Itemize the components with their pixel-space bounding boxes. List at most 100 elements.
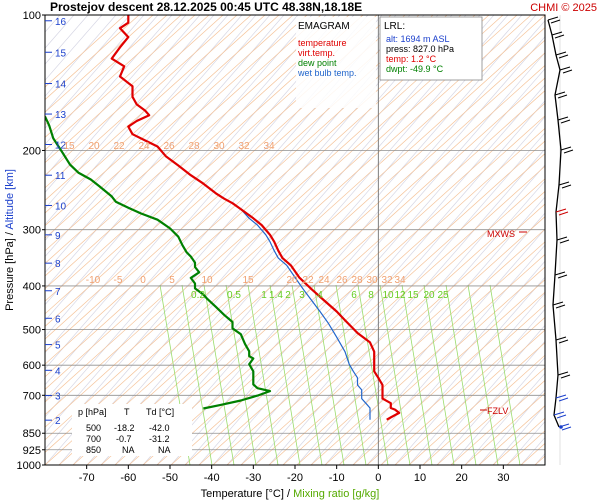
isoline-dry-adiabat xyxy=(577,0,600,465)
altitude-tick-label: 4 xyxy=(55,366,61,377)
mixing-ratio-label: 1.4 xyxy=(269,290,283,301)
isoline-saturation xyxy=(45,15,490,416)
mixing-ratio-label: 10 xyxy=(382,290,394,301)
y-tick-label: 850 xyxy=(23,428,41,440)
isoline-label-mid: 0 xyxy=(140,275,146,286)
isoline-saturation xyxy=(45,15,238,189)
wind-barb xyxy=(558,54,569,59)
mixing-ratio-label: 6 xyxy=(351,290,357,301)
isoline-mixing-ratio xyxy=(423,284,455,465)
mixing-ratio-label: 0.2 xyxy=(191,290,205,301)
wind-barb xyxy=(561,184,572,189)
x-axis-label: Temperature [°C] / Mixing ratio [g/kg] xyxy=(201,488,380,500)
isoline-saturation xyxy=(45,15,476,403)
level-table-cell: -18.2 xyxy=(114,423,135,433)
altitude-tick-label: 5 xyxy=(55,341,61,352)
altitude-tick-label: 8 xyxy=(55,259,61,270)
isoline-saturation xyxy=(198,153,545,465)
y-label-altitude: Altitude [km] xyxy=(4,169,16,230)
isoline-mixing-ratio xyxy=(225,284,257,465)
level-table-header-td: Td [°C] xyxy=(146,407,174,417)
chart-title: Prostejov descent 28.12.2025 00:45 UTC 4… xyxy=(50,0,362,14)
isoline-label-mid: 30 xyxy=(366,275,378,286)
isoline-mixing-ratio xyxy=(467,284,499,465)
isoline-saturation xyxy=(45,15,280,227)
wind-barb xyxy=(560,146,572,151)
mixing-ratio-label: 4 xyxy=(317,290,323,301)
isoline-saturation xyxy=(268,216,545,465)
mixing-ratio-label: 12 xyxy=(394,290,406,301)
x-tick-label: -20 xyxy=(287,472,303,484)
wind-barb xyxy=(556,236,568,241)
wind-barb xyxy=(554,271,566,276)
altitude-tick-label: 16 xyxy=(55,17,67,28)
wind-barb xyxy=(555,304,566,309)
isoline-saturation xyxy=(45,15,545,465)
isoline-saturation xyxy=(591,15,600,465)
x-tick-label: 30 xyxy=(497,472,509,484)
isoline-saturation xyxy=(86,52,545,465)
isoline-label-mid: 34 xyxy=(394,275,406,286)
isoline-labels: 15 20 22 24 26 28 30 32 34-10 -5 0 5 10 15 20 22 24 26 28 3… xyxy=(63,141,449,301)
isoline-label-upper: 34 xyxy=(263,141,275,152)
isoline-saturation xyxy=(338,279,545,465)
wind-barb xyxy=(547,16,559,21)
x-tick-label: 0 xyxy=(375,472,381,484)
isoline-saturation xyxy=(366,304,545,465)
y-label-pressure: Pressure [hPa] xyxy=(4,238,16,311)
series-layer xyxy=(45,15,401,421)
isoline-saturation xyxy=(58,27,545,465)
isoline-saturation xyxy=(296,241,545,465)
level-table-cell: -42.0 xyxy=(149,423,170,433)
y-tick-label: 1000 xyxy=(17,460,41,472)
lrl-temp: temp: 1.2 °C xyxy=(386,54,437,64)
isoline-saturation xyxy=(450,379,545,465)
isoline-label-mid: 32 xyxy=(381,275,393,286)
x-tick-label: -50 xyxy=(162,472,178,484)
lrl-title: LRL: xyxy=(384,21,405,32)
svg-text:Temperature [°C] / Mixing rati: Temperature [°C] / Mixing ratio [g/kg] xyxy=(201,488,380,500)
series-line-temperature xyxy=(110,15,401,421)
wind-barb xyxy=(553,411,565,416)
isoline-mixing-ratio xyxy=(445,284,477,465)
lrl-dwpt: dwpt: -49.9 °C xyxy=(386,64,444,74)
isoline-saturation xyxy=(45,15,196,151)
level-table-bg xyxy=(72,404,192,456)
isoline-saturation xyxy=(45,15,322,264)
wind-barb xyxy=(558,211,569,216)
wind-barb xyxy=(563,149,574,154)
y-tick-label: 600 xyxy=(23,360,41,372)
isoline-label-mid: 28 xyxy=(351,275,363,286)
isoline-saturation xyxy=(45,15,224,176)
altitude-tick-label: 15 xyxy=(55,48,67,59)
wind-barb xyxy=(555,394,567,399)
isoline-saturation xyxy=(45,15,308,252)
isoline-saturation xyxy=(254,203,545,465)
y-tick-label: 400 xyxy=(23,281,41,293)
mixing-ratio-label: 8 xyxy=(368,290,374,301)
x-label-temperature: Temperature [°C] xyxy=(201,488,284,500)
isoline-saturation xyxy=(45,15,378,315)
wind-barb xyxy=(559,66,571,71)
y-label-separator: / xyxy=(4,230,16,239)
isoline-mixing-ratio xyxy=(357,284,389,465)
x-label-separator: / xyxy=(284,488,293,500)
isoline-label-mid: 24 xyxy=(318,275,330,286)
altitude-tick-label: 7 xyxy=(55,287,61,298)
altitude-tick-label: 6 xyxy=(55,314,61,325)
x-tick-label: 10 xyxy=(414,472,426,484)
isoline-mixing-ratio xyxy=(269,284,301,465)
level-table-header-t: T xyxy=(124,407,130,417)
series-line-wet-bulb-temp- xyxy=(232,202,371,420)
isoline-label-upper: 15 xyxy=(63,141,75,152)
wind-barb xyxy=(558,181,570,186)
isoline-saturation xyxy=(45,15,266,214)
lrl-box: LRL: alt: 1694 m ASL press: 827.0 hPa te… xyxy=(379,16,483,81)
mixing-ratio-label: 25 xyxy=(437,290,449,301)
wind-barb xyxy=(560,374,571,379)
isoline-mixing-ratio xyxy=(181,284,213,465)
isoline-saturation xyxy=(142,102,545,465)
x-tick-label: -70 xyxy=(79,472,95,484)
svg-text:Pressure [hPa] / Altitude [km]: Pressure [hPa] / Altitude [km] xyxy=(4,169,16,311)
